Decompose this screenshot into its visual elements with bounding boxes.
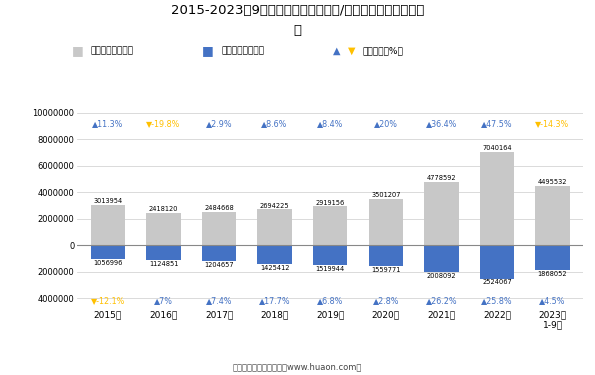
Text: 1868052: 1868052 [538,271,568,277]
Bar [480,245,514,279]
Bar [480,152,514,245]
Bar [90,205,125,245]
Bar [202,245,236,261]
Text: 1519944: 1519944 [315,266,345,272]
Text: 2919156: 2919156 [315,200,345,206]
Text: 出口额（万美元）: 出口额（万美元） [90,46,133,55]
Bar [258,209,292,245]
Text: ▲7%: ▲7% [154,296,173,305]
Text: 1204657: 1204657 [204,262,234,268]
Text: ▲6.8%: ▲6.8% [317,296,343,305]
Bar [536,186,570,245]
Bar [424,245,459,272]
Text: 4495532: 4495532 [538,179,567,185]
Bar [313,206,347,245]
Bar [424,182,459,245]
Text: 1559771: 1559771 [371,267,400,273]
Text: ▲4.5%: ▲4.5% [539,296,566,305]
Text: 计: 计 [293,24,302,38]
Bar [368,245,403,266]
Text: ▲11.3%: ▲11.3% [92,119,124,128]
Text: 1056996: 1056996 [93,260,123,266]
Text: 2484668: 2484668 [204,206,234,212]
Text: 2694225: 2694225 [260,202,289,208]
Text: 2008092: 2008092 [427,273,456,279]
Text: ▲8.4%: ▲8.4% [317,119,343,128]
Text: 同比增长（%）: 同比增长（%） [363,46,404,55]
Bar [202,212,236,245]
Text: 2524067: 2524067 [482,279,512,285]
Text: 制图：华经产业研究院（www.huaon.com）: 制图：华经产业研究院（www.huaon.com） [233,362,362,371]
Text: 1124851: 1124851 [149,261,178,267]
Text: ▲25.8%: ▲25.8% [481,296,513,305]
Bar [146,245,181,260]
Text: 2015-2023年9月江西省（境内目的地/货源地）进、出口额统: 2015-2023年9月江西省（境内目的地/货源地）进、出口额统 [171,4,424,17]
Text: 3501207: 3501207 [371,192,400,198]
Text: ■: ■ [71,44,83,57]
Text: 1425412: 1425412 [260,265,289,271]
Text: ▼-19.8%: ▼-19.8% [146,119,181,128]
Bar [536,245,570,270]
Text: ■: ■ [202,44,214,57]
Bar [368,199,403,245]
Text: ▲: ▲ [333,46,341,56]
Text: ▼-12.1%: ▼-12.1% [90,296,125,305]
Text: 进口额（万美元）: 进口额（万美元） [221,46,264,55]
Bar [90,245,125,259]
Text: ▲17.7%: ▲17.7% [259,296,290,305]
Text: 2418120: 2418120 [149,206,178,212]
Text: ▲7.4%: ▲7.4% [206,296,232,305]
Text: ▼-14.3%: ▼-14.3% [536,119,569,128]
Text: ▲2.8%: ▲2.8% [372,296,399,305]
Text: ▼: ▼ [348,46,356,56]
Text: ▲47.5%: ▲47.5% [481,119,513,128]
Text: 4778592: 4778592 [427,175,456,181]
Text: ▲36.4%: ▲36.4% [425,119,457,128]
Bar [258,245,292,264]
Text: 7040164: 7040164 [482,145,512,151]
Text: ▲20%: ▲20% [374,119,398,128]
Text: ▲2.9%: ▲2.9% [206,119,233,128]
Bar [313,245,347,266]
Text: 3013954: 3013954 [93,198,123,204]
Bar [146,213,181,245]
Text: ▲8.6%: ▲8.6% [261,119,288,128]
Text: ▲26.2%: ▲26.2% [425,296,457,305]
